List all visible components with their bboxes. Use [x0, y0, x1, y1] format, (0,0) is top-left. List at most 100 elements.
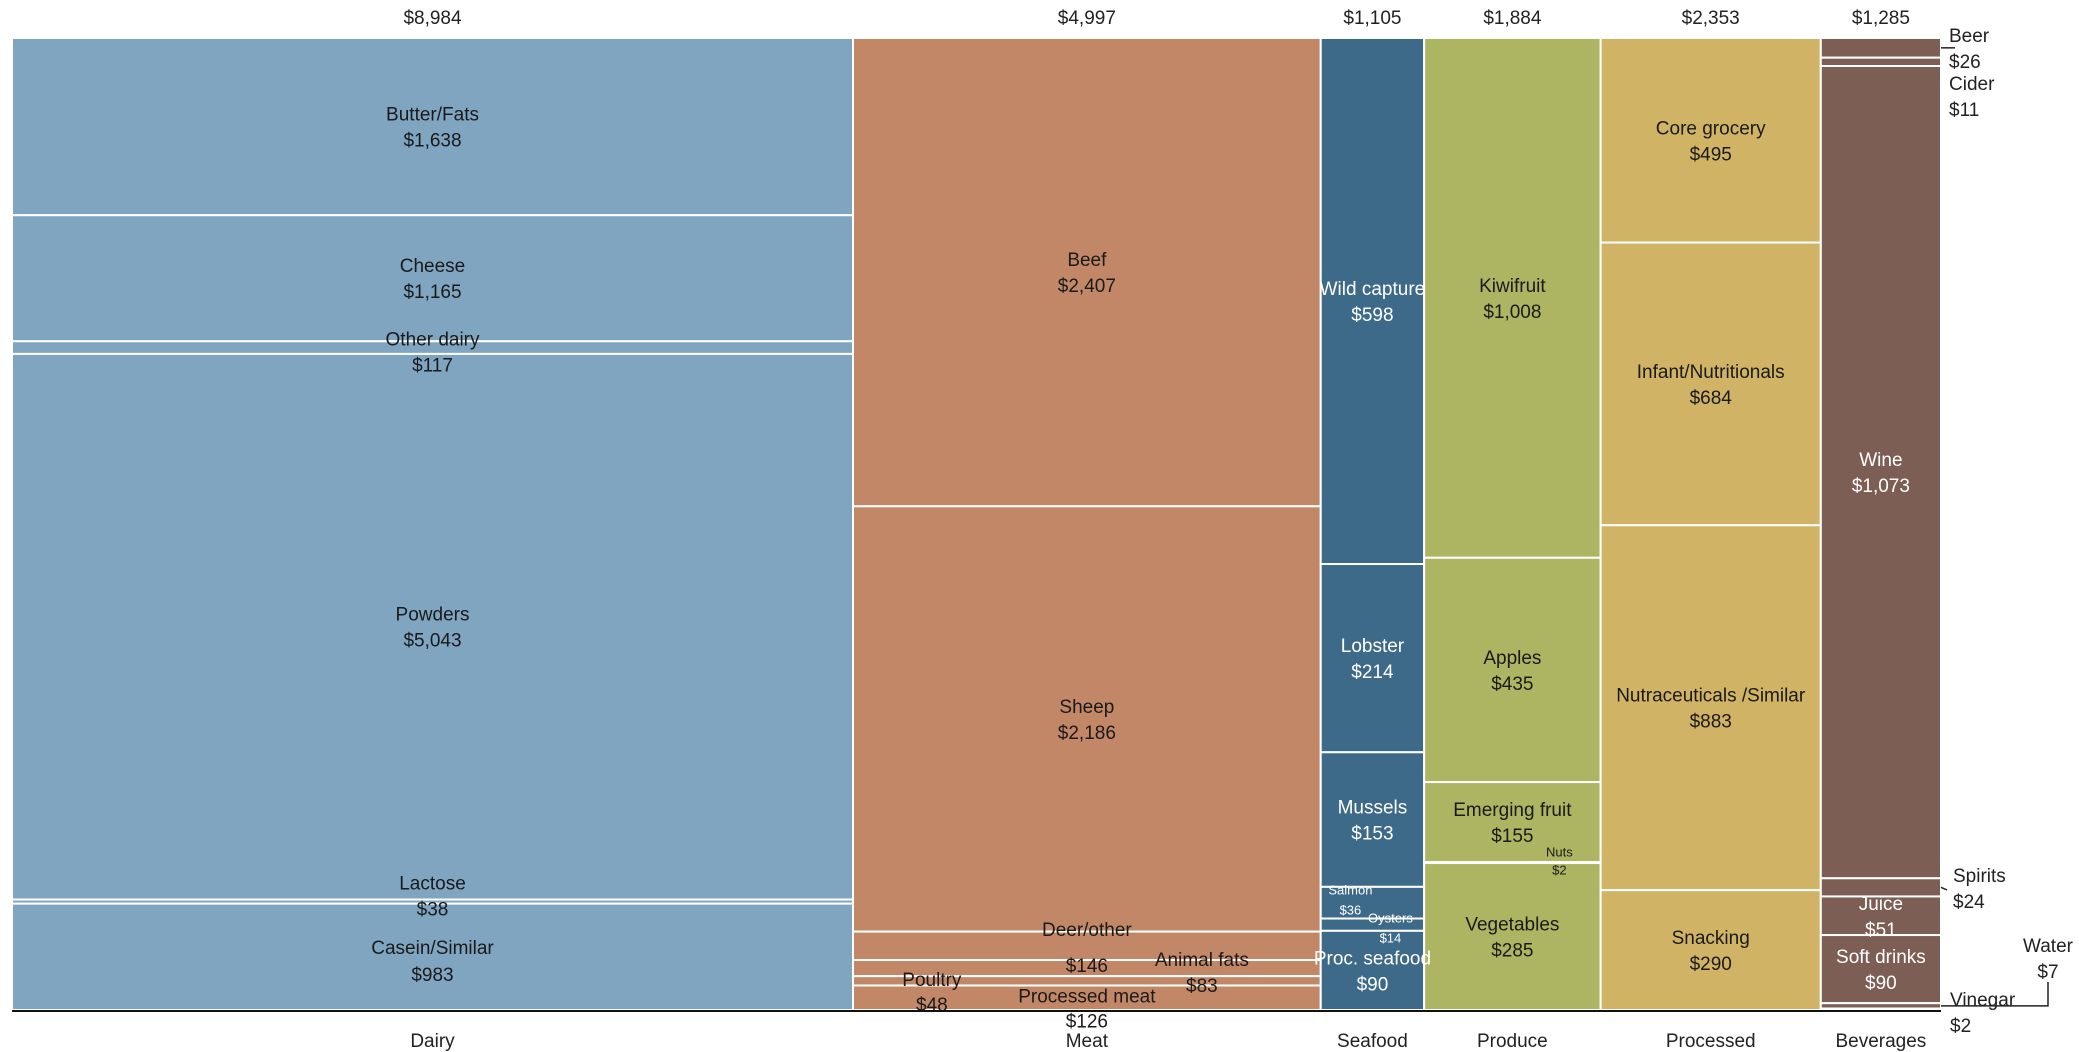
seafood-salmon-name-label: Salmon: [1328, 883, 1372, 898]
seafood-wild-capture-bar: [1319, 37, 1426, 566]
beverages-category-label: Beverages: [1835, 1031, 1926, 1052]
beverages-vinegar-value-label: $2: [1950, 1016, 1971, 1037]
produce-emerging-fruit-name-label: Emerging fruit: [1453, 800, 1572, 821]
meat-poultry-value-label: $48: [916, 995, 948, 1016]
meat-poultry-name-label: Poultry: [902, 970, 962, 991]
seafood-mussels-bar: [1319, 751, 1426, 888]
beverages-water-value-label: $7: [2037, 962, 2058, 983]
seafood-salmon-value-label: $36: [1340, 903, 1362, 918]
dairy-other-dairy-value-label: $117: [412, 356, 453, 377]
produce-vegetables-name-label: Vegetables: [1465, 915, 1559, 936]
produce-emerging-fruit-bar: [1423, 781, 1602, 864]
seafood-lobster-value-label: $214: [1351, 662, 1394, 683]
beverages-vinegar-name-label: Vinegar: [1950, 990, 2016, 1011]
dairy-other-dairy-name-label: Other dairy: [386, 330, 480, 351]
dairy-casein-similar-name-label: Casein/Similar: [371, 938, 494, 959]
processed-nutraceuticals-similar-name-label: Nutraceuticals /Similar: [1616, 686, 1806, 707]
meat-beef-bar: [852, 37, 1322, 508]
produce-emerging-fruit-value-label: $155: [1491, 826, 1533, 847]
produce-apples-value-label: $435: [1491, 674, 1533, 695]
meat-processed-meat-name-label: Processed meat: [1018, 987, 1156, 1008]
meat-animal-fats-value-label: $83: [1186, 976, 1218, 997]
beverages-vinegar-bar: [1819, 1007, 1943, 1011]
beverages-wine-bar: [1819, 65, 1943, 880]
processed-core-grocery-bar: [1599, 37, 1822, 244]
meat-total-label: $4,997: [1058, 8, 1116, 29]
seafood-lobster-bar: [1319, 563, 1426, 754]
processed-core-grocery-value-label: $495: [1690, 144, 1732, 165]
meat-deer-other-name-label: Deer/other: [1042, 920, 1132, 941]
meat-animal-fats-name-label: Animal fats: [1155, 950, 1249, 971]
dairy-cheese-value-label: $1,165: [403, 282, 461, 303]
seafood-mussels-name-label: Mussels: [1338, 798, 1408, 819]
beverages-beer-bar: [1819, 37, 1943, 59]
seafood-category-label: Seafood: [1337, 1031, 1408, 1052]
seafood-oysters-value-label: $14: [1380, 931, 1402, 946]
produce-apples-name-label: Apples: [1483, 648, 1541, 669]
meat-deer-other-value-label: $146: [1066, 956, 1108, 977]
dairy-butter-fats-bar: [11, 37, 855, 217]
meat-sheep-value-label: $2,186: [1058, 723, 1116, 744]
seafood-lobster-name-label: Lobster: [1341, 636, 1405, 657]
seafood-wild-capture-value-label: $598: [1351, 305, 1393, 326]
processed-snacking-value-label: $290: [1690, 954, 1732, 975]
dairy-butter-fats-value-label: $1,638: [403, 131, 461, 152]
meat-beef-name-label: Beef: [1067, 250, 1107, 271]
beverages-water-name-label: Water: [2023, 936, 2074, 957]
produce-nuts-name-label: Nuts: [1546, 845, 1573, 860]
dairy-cheese-bar: [11, 214, 855, 343]
seafood-oysters-name-label: Oysters: [1368, 911, 1413, 926]
produce-total-label: $1,884: [1483, 8, 1542, 29]
beverages-wine-value-label: $1,073: [1852, 476, 1910, 497]
processed-infant-nutritionals-value-label: $684: [1690, 388, 1733, 409]
dairy-butter-fats-name-label: Butter/Fats: [386, 105, 479, 126]
produce-vegetables-value-label: $285: [1491, 941, 1533, 962]
beverages-soft-drinks-bar: [1819, 934, 1943, 1005]
beverages-total-label: $1,285: [1852, 8, 1910, 29]
dairy-category-label: Dairy: [410, 1031, 455, 1052]
meat-category-label: Meat: [1066, 1031, 1109, 1052]
beverages-soft-drinks-name-label: Soft drinks: [1836, 947, 1926, 968]
produce-kiwifruit-value-label: $1,008: [1483, 302, 1541, 323]
seafood-mussels-value-label: $153: [1351, 824, 1393, 845]
dairy-lactose-name-label: Lactose: [399, 874, 466, 895]
beverages-cider-bar: [1819, 56, 1943, 68]
seafood-wild-capture-name-label: Wild capture: [1320, 279, 1426, 300]
meat-sheep-name-label: Sheep: [1059, 697, 1114, 718]
dairy-cheese-name-label: Cheese: [400, 256, 466, 277]
meat-processed-meat-value-label: $126: [1066, 1012, 1108, 1033]
processed-category-label: Processed: [1666, 1031, 1756, 1052]
seafood-proc-seafood-name-label: Proc. seafood: [1314, 948, 1431, 969]
produce-apples-bar: [1423, 556, 1602, 784]
seafood-salmon-bar: [1319, 885, 1426, 920]
dairy-casein-similar-value-label: $983: [411, 965, 453, 986]
produce-nuts-value-label: $2: [1552, 863, 1566, 878]
dairy-powders-value-label: $5,043: [403, 631, 461, 652]
beverages-spirits-name-label: Spirits: [1953, 866, 2006, 887]
processed-total-label: $2,353: [1682, 8, 1740, 29]
dairy-powders-bar: [11, 352, 855, 901]
beverages-water-leader: [1941, 982, 2049, 1007]
processed-nutraceuticals-similar-value-label: $883: [1690, 712, 1732, 733]
beverages-spirits-leader: [1940, 886, 1948, 891]
processed-infant-nutritionals-bar: [1599, 241, 1822, 527]
beverages-soft-drinks-value-label: $90: [1865, 973, 1897, 994]
seafood-proc-seafood-value-label: $90: [1357, 974, 1389, 995]
beverages-beer-name-label: Beer: [1949, 26, 1990, 47]
produce-vegetables-bar: [1423, 862, 1602, 1011]
produce-kiwifruit-name-label: Kiwifruit: [1479, 276, 1546, 297]
processed-snacking-name-label: Snacking: [1672, 928, 1750, 949]
produce-kiwifruit-bar: [1423, 37, 1602, 559]
beverages-juice-bar: [1819, 895, 1943, 937]
dairy-casein-similar-bar: [11, 902, 855, 1011]
seafood-proc-seafood-bar: [1319, 929, 1426, 1011]
dairy-lactose-value-label: $38: [417, 900, 449, 921]
dairy-powders-name-label: Powders: [396, 605, 470, 626]
meat-sheep-bar: [852, 505, 1322, 933]
beverages-cider-value-label: $11: [1949, 100, 1979, 121]
beverages-cider-name-label: Cider: [1949, 74, 1995, 95]
beverages-juice-name-label: Juice: [1859, 894, 1903, 915]
chart-labels: $8,984 Dairy Butter/Fats $1,638 Cheese $1,165…: [12, 8, 2074, 1052]
processed-snacking-bar: [1599, 889, 1822, 1012]
